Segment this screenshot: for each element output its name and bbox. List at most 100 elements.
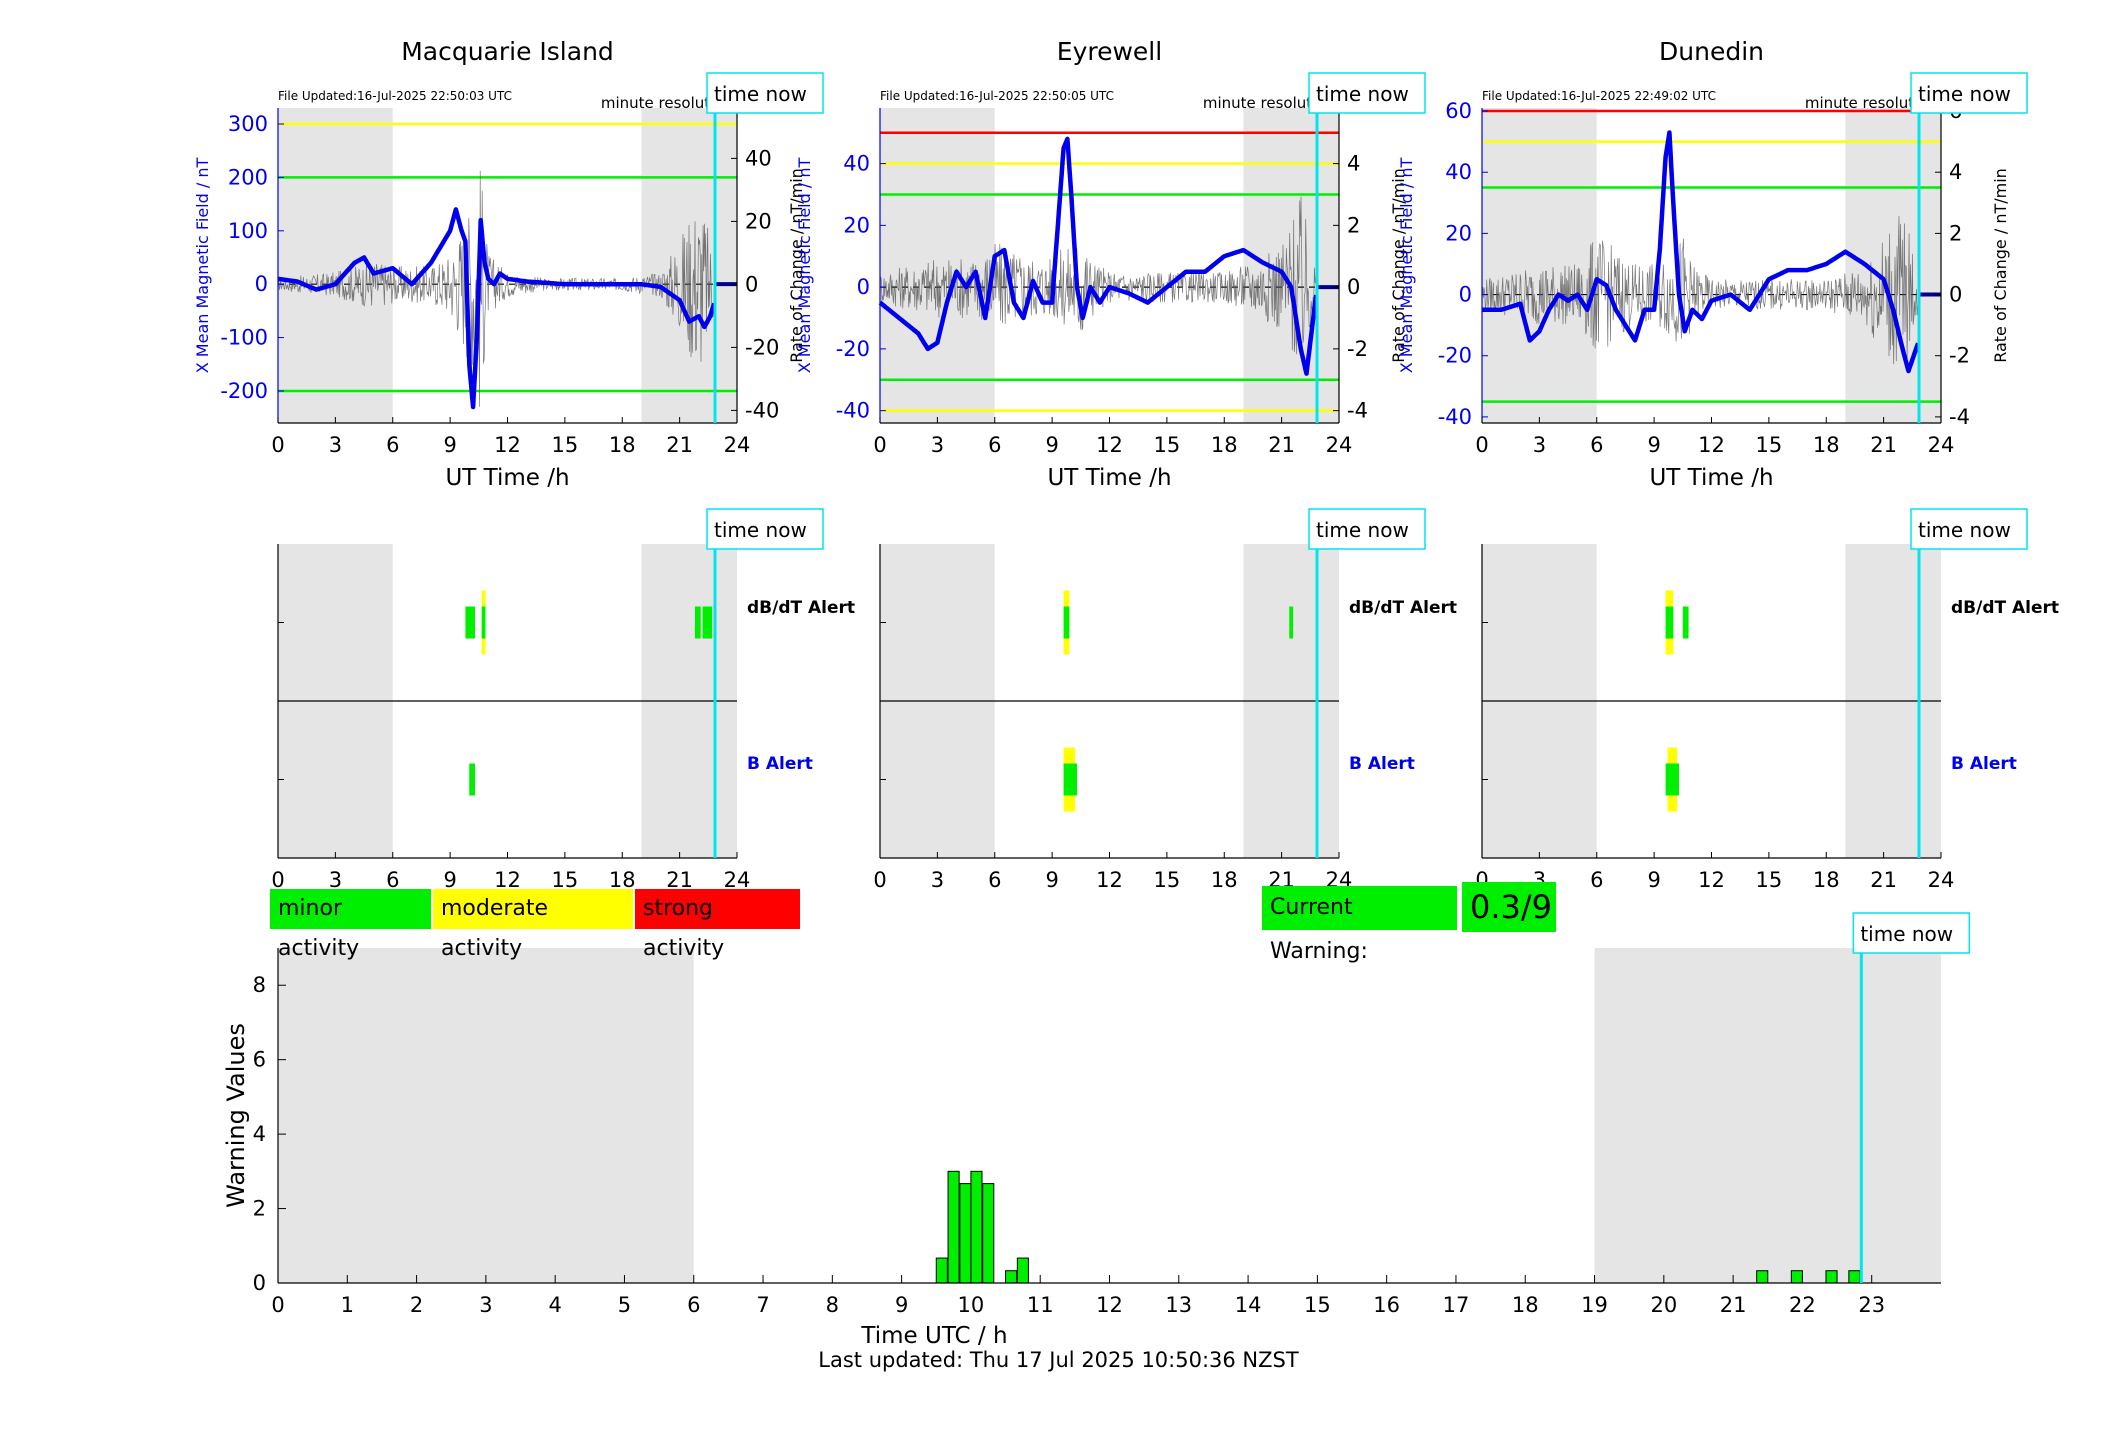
x-tick-label: 12 xyxy=(1698,868,1725,892)
legend-moderate-activity: moderate activity xyxy=(433,889,633,961)
alert-event xyxy=(1289,606,1294,639)
y2-tick-label: -20 xyxy=(745,335,779,359)
x-tick-label: 6 xyxy=(988,868,1001,892)
y-tick-label: -200 xyxy=(220,379,268,403)
x-tick-label: 24 xyxy=(1326,433,1353,457)
alert-event xyxy=(1665,606,1674,639)
x-tick-label: 24 xyxy=(724,433,751,457)
x-tick-label: 15 xyxy=(552,433,579,457)
station-title: Dunedin xyxy=(1659,37,1764,66)
resolution-label: minute resolution xyxy=(1203,94,1335,112)
x-tick-label: 0 xyxy=(271,433,284,457)
alert-event xyxy=(694,606,701,639)
row-label-b: B Alert xyxy=(747,754,813,774)
y-tick-label: 0 xyxy=(857,275,870,299)
x-tick-label: 9 xyxy=(895,1293,908,1317)
x-tick-label: 14 xyxy=(1235,1293,1262,1317)
row-label-dbdt: dB/dT Alert xyxy=(1951,598,2059,618)
x-tick-label: 18 xyxy=(1813,868,1840,892)
time-now-box xyxy=(1910,72,2028,114)
y2-tick-label: 2 xyxy=(1949,221,1962,245)
night-shading xyxy=(1243,108,1339,423)
y2-tick-label: -4 xyxy=(1949,405,1970,429)
last-updated: Last updated: Thu 17 Jul 2025 10:50:36 N… xyxy=(818,1348,1299,1372)
station-chart: 0 3 6 9 12 15 18 21 24-200-1000100200300-40-2002… xyxy=(193,37,824,491)
y-tick-label: 60 xyxy=(1445,99,1472,123)
y-tick-label: 40 xyxy=(1445,160,1472,184)
warning-bar xyxy=(935,1257,948,1284)
x-tick-label: 21 xyxy=(1720,1293,1747,1317)
x-tick-label: 6 xyxy=(988,433,1001,457)
y2-tick-label: 4 xyxy=(1347,152,1360,176)
time-now-label: time now xyxy=(714,82,807,106)
time-now-label: time now xyxy=(1918,518,2011,542)
x-tick-label: 9 xyxy=(443,433,456,457)
x-tick-label: 9 xyxy=(443,868,456,892)
time-now-label: time now xyxy=(1860,922,1953,946)
x-mean-field-series xyxy=(1480,130,1921,374)
y2-tick-label: 4 xyxy=(1949,160,1962,184)
x-axis-label: UT Time /h xyxy=(1649,465,1773,491)
x-tick-label: 15 xyxy=(1154,433,1181,457)
x-tick-label: 21 xyxy=(666,868,693,892)
y-tick-label: 6 xyxy=(253,1048,266,1072)
night-shading xyxy=(880,108,995,423)
current-warning-value: 0.3/9 xyxy=(1462,882,1556,932)
y2-tick-label: -40 xyxy=(745,398,779,422)
x-tick-label: 7 xyxy=(756,1293,769,1317)
station-chart: 03691215182124-40-200204060-4-20246Duned… xyxy=(1397,37,2028,491)
alert-event xyxy=(481,606,486,639)
x-tick-label: 0 xyxy=(271,868,284,892)
y-tick-label: -100 xyxy=(220,326,268,350)
x-tick-label: 10 xyxy=(958,1293,985,1317)
y-tick-label: -40 xyxy=(836,399,870,423)
x-tick-label: 0 xyxy=(873,433,886,457)
x-tick-label: 18 xyxy=(1211,868,1238,892)
x-axis-label: UT Time /h xyxy=(445,465,569,491)
x-tick-label: 3 xyxy=(1533,433,1546,457)
x-tick-label: 6 xyxy=(1590,868,1603,892)
x-tick-label: 6 xyxy=(386,433,399,457)
y2-tick-label: 0 xyxy=(1949,283,1962,307)
y2-tick-label: -2 xyxy=(1347,337,1368,361)
x-tick-label: 18 xyxy=(1512,1293,1539,1317)
time-now-box xyxy=(706,508,824,550)
x-tick-label: 0 xyxy=(1475,433,1488,457)
time-now-box xyxy=(1308,72,1426,114)
x-tick-label: 8 xyxy=(826,1293,839,1317)
time-now-label: time now xyxy=(1316,518,1409,542)
y2-tick-label: 0 xyxy=(1347,275,1360,299)
time-now-box xyxy=(1910,508,2028,550)
y2-tick-label: -2 xyxy=(1949,344,1970,368)
x-tick-label: 20 xyxy=(1650,1293,1677,1317)
x-tick-label: 13 xyxy=(1165,1293,1192,1317)
x-tick-label: 21 xyxy=(666,433,693,457)
x-tick-label: 24 xyxy=(1928,868,1955,892)
y-tick-label: 100 xyxy=(228,219,268,243)
y-tick-label: 20 xyxy=(1445,221,1472,245)
x-tick-label: 0 xyxy=(271,1293,284,1317)
y-tick-label: 0 xyxy=(253,1271,266,1295)
legend-minor-activity: minor activity xyxy=(270,889,431,961)
x-tick-label: 22 xyxy=(1789,1293,1816,1317)
x-tick-label: 15 xyxy=(552,868,579,892)
x-tick-label: 17 xyxy=(1443,1293,1470,1317)
y-tick-label: 0 xyxy=(255,272,268,296)
time-now-label: time now xyxy=(714,518,807,542)
alert-event xyxy=(465,606,475,639)
x-tick-label: 0 xyxy=(873,868,886,892)
x-mean-field-series xyxy=(276,207,717,410)
time-now-box xyxy=(1852,912,1971,954)
y-tick-label: 40 xyxy=(843,152,870,176)
warning-bar xyxy=(959,1183,972,1284)
time-now-box xyxy=(1308,508,1426,550)
row-label-b: B Alert xyxy=(1951,754,2017,774)
x-tick-label: 9 xyxy=(1647,433,1660,457)
warning-bar xyxy=(947,1170,960,1284)
y-axis-label: X Mean Magnetic Field / nT xyxy=(193,158,212,374)
alert-event xyxy=(702,606,713,639)
night-shading xyxy=(278,948,694,1283)
